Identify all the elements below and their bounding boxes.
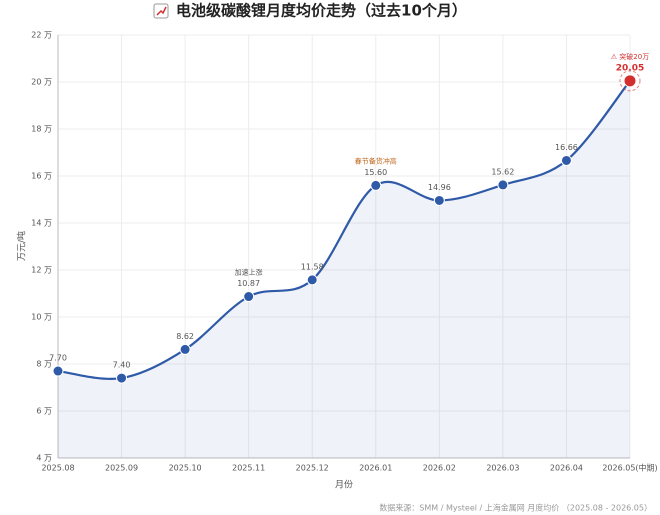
value-label: 20.05 [616,63,644,73]
value-label: 14.96 [428,183,451,192]
value-label: 11.58 [301,262,324,271]
x-tick-label: 2026.04 [550,464,583,473]
y-tick-label: 20 万 [31,78,52,87]
value-label: 16.66 [555,143,578,152]
point [179,343,191,355]
chart-title: 电池级碳酸锂月度均价走势（过去10个月） [176,2,467,20]
point [116,372,128,384]
x-tick-label: 2026.03 [486,464,519,473]
y-tick-label: 8 万 [36,360,52,369]
y-tick-label: 10 万 [31,313,52,322]
y-tick-label: 14 万 [31,219,52,228]
value-label: 8.62 [176,332,194,341]
title-icon [153,3,169,19]
y-tick-label: 12 万 [31,266,52,275]
point [52,365,64,377]
highlight-ring [619,70,641,92]
x-tick-label: 2025.08 [41,464,74,473]
value-label: 7.70 [49,354,67,363]
x-tick-label: 2025.10 [169,464,202,473]
point [306,274,318,286]
y-tick-label: 16 万 [31,172,52,181]
x-axis-label: 月份 [335,479,353,491]
x-tick-label: 2025.12 [296,464,329,473]
line [57,80,631,380]
x-tick-label: 2025.11 [232,464,265,473]
point [560,154,572,166]
annotation: 春节备货冲高 [355,156,397,165]
x-tick-label: 2025.09 [105,464,138,473]
point [497,179,509,191]
y-tick-label: 18 万 [31,125,52,134]
y-tick-label: 4 万 [36,454,52,463]
point [433,194,445,206]
point [370,179,382,191]
y-tick-label: 22 万 [31,31,52,40]
value-label: 15.60 [364,168,387,177]
value-label: 15.62 [491,167,514,176]
value-label: 7.40 [113,361,131,370]
value-label: 10.87 [237,279,260,288]
y-tick-label: 6 万 [36,407,52,416]
point [243,291,255,303]
x-tick-label: 2026.05(中期) [602,463,657,473]
x-tick-label: 2026.02 [423,464,456,473]
y-axis-label: 万元/吨 [16,231,28,261]
annotation: ⚠ 突破20万 [611,52,649,61]
point [623,74,637,88]
source-note: 数据来源：SMM / Mysteel / 上海金属网 月度均价 （2025.08… [379,503,652,513]
x-tick-label: 2026.01 [359,464,392,473]
annotation: 加速上涨 [235,268,263,277]
area [58,80,630,458]
